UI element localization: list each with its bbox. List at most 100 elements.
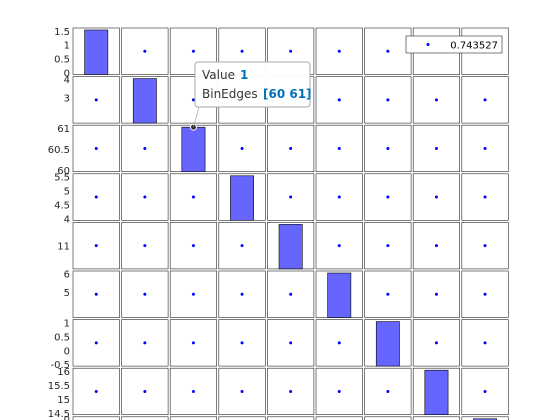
scatter-point-5-8[interactable] [434, 244, 438, 248]
histogram-bar-6[interactable] [327, 272, 352, 318]
scatter-point-2-8[interactable] [434, 98, 438, 102]
y-tick-label: 15 [57, 395, 70, 406]
scatter-point-5-1[interactable] [94, 244, 98, 248]
subplot-9-7 [364, 416, 412, 420]
scatter-point-7-8[interactable] [434, 341, 438, 345]
legend-box [405, 35, 503, 54]
histogram-bar-1[interactable] [84, 29, 109, 75]
scatter-point-5-6[interactable] [337, 244, 341, 248]
scatter-point-1-4[interactable] [240, 49, 244, 53]
scatter-point-7-5[interactable] [289, 341, 293, 345]
datatip-edges: [60 61] [263, 87, 312, 101]
scatter-point-8-1[interactable] [94, 389, 98, 393]
y-tick-label: 61 [57, 124, 70, 135]
y-tick-label: 16 [57, 367, 70, 378]
scatter-point-4-6[interactable] [337, 195, 341, 199]
scatter-point-6-3[interactable] [191, 292, 195, 296]
scatter-point-3-5[interactable] [289, 146, 293, 150]
histogram-bar-4[interactable] [230, 175, 254, 221]
datatip-value: 1 [240, 68, 248, 82]
scatter-point-1-7[interactable] [386, 49, 390, 53]
scatter-point-6-1[interactable] [94, 292, 98, 296]
y-tick-label: -0.5 [50, 360, 70, 371]
y-tick-label: 5 [64, 187, 70, 198]
scatter-point-5-7[interactable] [386, 244, 390, 248]
scatter-point-3-2[interactable] [143, 146, 147, 150]
scatter-point-2-1[interactable] [94, 98, 98, 102]
scatter-point-8-3[interactable] [191, 389, 195, 393]
scatter-point-5-3[interactable] [191, 244, 195, 248]
scatter-point-1-6[interactable] [337, 49, 341, 53]
subplot-9-3 [169, 416, 217, 420]
scatter-point-1-5[interactable] [289, 49, 293, 53]
scatter-point-8-6[interactable] [337, 389, 341, 393]
scatter-point-2-6[interactable] [337, 98, 341, 102]
scatter-point-6-2[interactable] [143, 292, 147, 296]
scatter-point-4-8[interactable] [434, 195, 438, 199]
scatter-point-4-3[interactable] [191, 195, 195, 199]
scatter-point-2-9[interactable] [483, 98, 487, 102]
subplot-9-5 [267, 416, 315, 420]
scatter-point-3-9[interactable] [483, 146, 487, 150]
scatter-point-3-7[interactable] [386, 146, 390, 150]
scatter-point-7-4[interactable] [240, 341, 244, 345]
scatter-point-8-9[interactable] [483, 389, 487, 393]
scatter-point-4-7[interactable] [386, 195, 390, 199]
scatter-point-4-9[interactable] [483, 195, 487, 199]
scatter-point-6-7[interactable] [386, 292, 390, 296]
scatter-point-8-5[interactable] [289, 389, 293, 393]
scatter-point-4-2[interactable] [143, 195, 147, 199]
scatter-point-1-2[interactable] [143, 49, 147, 53]
datatip-value-label: Value [202, 68, 235, 82]
scatter-point-3-4[interactable] [240, 146, 244, 150]
y-tick-label: 1 [64, 318, 70, 329]
scatter-point-2-7[interactable] [386, 98, 390, 102]
subplot-2-6 [315, 76, 363, 124]
scatter-point-2-3[interactable] [191, 98, 195, 102]
legend-marker [426, 43, 430, 46]
subplot-9-9 [461, 416, 509, 420]
histogram-bar-8[interactable] [424, 369, 449, 416]
scatter-point-7-1[interactable] [94, 341, 98, 345]
datatip-leader [193, 106, 200, 128]
y-tick-label: 3 [64, 94, 70, 105]
scatter-point-5-4[interactable] [240, 244, 244, 248]
y-tick-label: 14.5 [48, 409, 70, 420]
scatter-point-4-1[interactable] [94, 195, 98, 199]
scatter-point-7-2[interactable] [143, 341, 147, 345]
scatter-point-6-4[interactable] [240, 292, 244, 296]
datatip-box [194, 61, 311, 108]
scatter-point-1-3[interactable] [191, 49, 195, 53]
y-tick-label: 1 [64, 41, 70, 52]
histogram-bar-2[interactable] [132, 78, 157, 124]
scatter-point-5-9[interactable] [483, 244, 487, 248]
scatter-point-8-4[interactable] [240, 389, 244, 393]
scatter-point-3-8[interactable] [434, 146, 438, 150]
scatter-point-6-8[interactable] [434, 292, 438, 296]
histogram-bar-3[interactable] [181, 126, 206, 172]
scatter-point-4-5[interactable] [289, 195, 293, 199]
scatter-point-8-7[interactable] [386, 389, 390, 393]
y-tick-label: 0.5 [54, 332, 70, 343]
subplot-4-2 [121, 173, 169, 221]
scatter-point-7-3[interactable] [191, 341, 195, 345]
histogram-bar-9[interactable] [473, 418, 497, 420]
y-tick-label: 60 [57, 166, 70, 177]
y-tick-label: 4 [64, 214, 70, 225]
y-tick-label: 0 [64, 415, 70, 420]
scatter-point-6-5[interactable] [289, 292, 293, 296]
scatter-point-8-2[interactable] [143, 389, 147, 393]
subplot-9-1 [72, 416, 120, 420]
scatter-point-7-6[interactable] [337, 341, 341, 345]
scatter-point-3-1[interactable] [94, 146, 98, 150]
scatter-point-7-9[interactable] [483, 341, 487, 345]
scatter-point-5-2[interactable] [143, 244, 147, 248]
subplot-8-7 [364, 367, 412, 416]
scatter-point-3-6[interactable] [337, 146, 341, 150]
subplot-9-4 [218, 416, 266, 420]
histogram-bar-5[interactable] [278, 224, 303, 270]
scatter-point-6-9[interactable] [483, 292, 487, 296]
histogram-bar-7[interactable] [375, 321, 400, 367]
y-tick-label: 4 [64, 75, 70, 86]
